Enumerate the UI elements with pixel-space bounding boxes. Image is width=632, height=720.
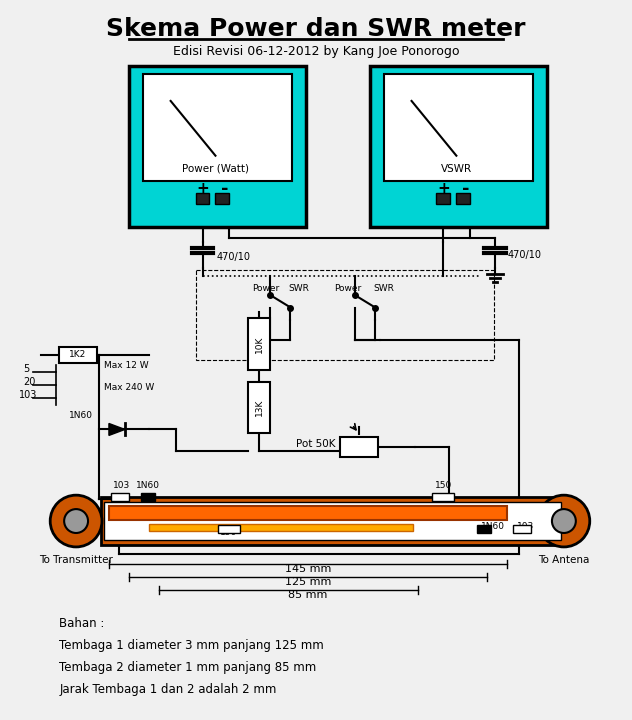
- Bar: [432, 493, 454, 501]
- Text: 470/10: 470/10: [507, 251, 541, 260]
- Circle shape: [552, 509, 576, 533]
- Text: 1N60: 1N60: [481, 522, 505, 531]
- Bar: [59, 347, 97, 363]
- Text: 150: 150: [221, 528, 238, 537]
- Bar: [370, 66, 547, 228]
- Text: 5: 5: [23, 364, 30, 374]
- Bar: [195, 270, 494, 360]
- Polygon shape: [109, 423, 125, 436]
- Text: Power (Watt): Power (Watt): [182, 163, 249, 174]
- Circle shape: [64, 509, 88, 533]
- Bar: [111, 493, 129, 501]
- Text: 1K2: 1K2: [70, 351, 87, 359]
- Text: 103: 103: [113, 481, 130, 490]
- Text: SWR: SWR: [288, 284, 309, 293]
- Text: 13K: 13K: [255, 399, 264, 416]
- Text: -: -: [221, 179, 228, 197]
- Bar: [143, 74, 292, 181]
- Bar: [195, 192, 209, 204]
- Bar: [248, 318, 270, 370]
- Text: 1N60: 1N60: [69, 410, 93, 420]
- Bar: [104, 502, 561, 540]
- Bar: [340, 438, 378, 457]
- Bar: [141, 493, 155, 501]
- Bar: [477, 525, 491, 533]
- Text: 103: 103: [517, 522, 534, 531]
- Bar: [437, 192, 451, 204]
- Text: 125 mm: 125 mm: [285, 577, 331, 587]
- Text: SWR: SWR: [374, 284, 394, 293]
- Text: 20: 20: [23, 377, 35, 387]
- Text: Edisi Revisi 06-12-2012 by Kang Joe Ponorogo: Edisi Revisi 06-12-2012 by Kang Joe Pono…: [173, 45, 459, 58]
- Text: 103: 103: [20, 390, 38, 400]
- Text: VSWR: VSWR: [441, 163, 472, 174]
- Text: Max 12 W: Max 12 W: [104, 361, 149, 370]
- Text: Power: Power: [252, 284, 279, 293]
- Text: 1N60: 1N60: [136, 481, 160, 490]
- Bar: [109, 506, 507, 520]
- Text: +: +: [196, 181, 209, 196]
- Text: Max 240 W: Max 240 W: [104, 382, 154, 392]
- Text: Pot 50K: Pot 50K: [296, 439, 336, 449]
- Bar: [149, 524, 413, 531]
- Text: 145 mm: 145 mm: [285, 564, 331, 574]
- Circle shape: [538, 495, 590, 547]
- Text: -: -: [461, 179, 469, 197]
- Text: Skema Power dan SWR meter: Skema Power dan SWR meter: [106, 17, 526, 41]
- Text: 85 mm: 85 mm: [288, 590, 328, 600]
- Bar: [384, 74, 533, 181]
- Text: To Antena: To Antena: [538, 555, 590, 565]
- Text: +: +: [437, 181, 450, 196]
- Bar: [248, 382, 270, 433]
- Text: 10K: 10K: [255, 335, 264, 353]
- Text: Bahan :
Tembaga 1 diameter 3 mm panjang 125 mm
Tembaga 2 diameter 1 mm panjang 8: Bahan : Tembaga 1 diameter 3 mm panjang …: [59, 616, 324, 696]
- Bar: [456, 192, 470, 204]
- Circle shape: [50, 495, 102, 547]
- Text: To Transmitter: To Transmitter: [39, 555, 113, 565]
- Bar: [129, 66, 306, 228]
- Bar: [101, 497, 564, 545]
- Bar: [219, 525, 240, 533]
- Text: Power: Power: [334, 284, 361, 293]
- Bar: [513, 525, 531, 533]
- Bar: [216, 192, 229, 204]
- Text: 470/10: 470/10: [216, 252, 250, 262]
- Text: 150: 150: [434, 481, 452, 490]
